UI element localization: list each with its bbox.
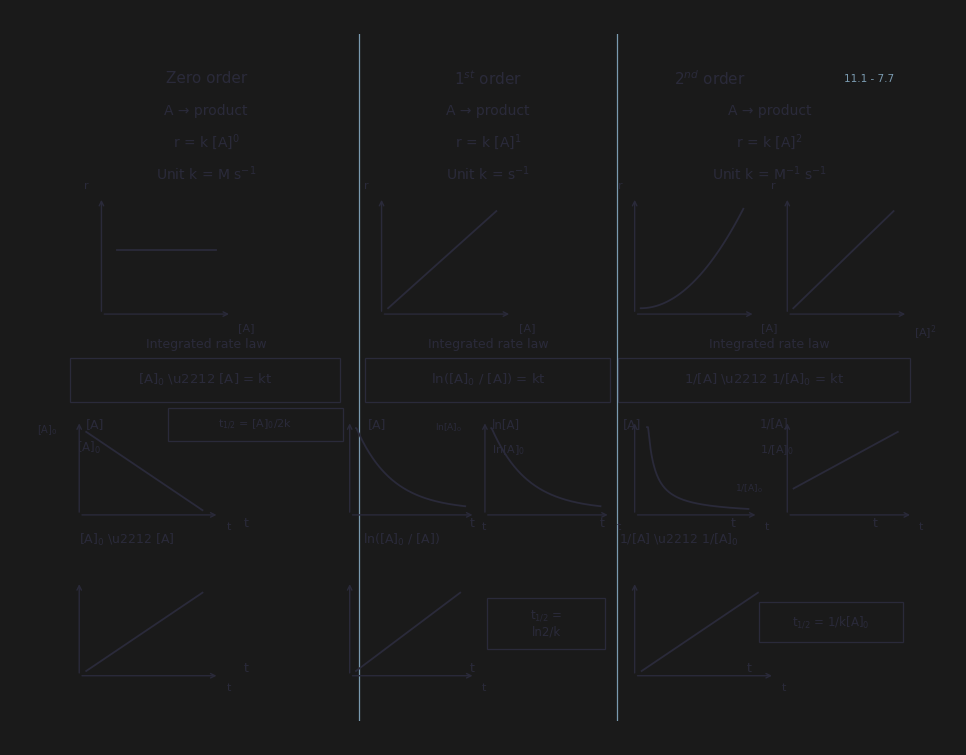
- Text: t: t: [730, 516, 735, 530]
- Text: t: t: [600, 516, 605, 530]
- Text: ln[A]$_0$: ln[A]$_0$: [436, 422, 463, 434]
- Text: [A]: [A]: [368, 418, 386, 430]
- Text: [A]$_0$: [A]$_0$: [77, 440, 101, 456]
- Text: ln[A]: ln[A]: [493, 418, 521, 430]
- Text: r: r: [364, 181, 369, 191]
- Text: t: t: [243, 516, 248, 530]
- Text: r = k [A]$^1$: r = k [A]$^1$: [455, 132, 521, 152]
- Text: Zero order: Zero order: [165, 71, 246, 86]
- Text: [A]: [A]: [761, 323, 778, 334]
- Text: r = k [A]$^0$: r = k [A]$^0$: [173, 132, 240, 152]
- Text: [A]$_0$ \u2212 [A] = kt: [A]$_0$ \u2212 [A] = kt: [138, 371, 272, 387]
- Text: [A]: [A]: [239, 323, 255, 334]
- Text: [A]$_0$: [A]$_0$: [37, 423, 57, 437]
- Text: 1/[A] \u2212 1/[A]$_0$: 1/[A] \u2212 1/[A]$_0$: [619, 532, 739, 548]
- Text: r = k [A]$^2$: r = k [A]$^2$: [736, 132, 803, 152]
- Text: r: r: [84, 181, 88, 191]
- Text: 1/[A] \u2212 1/[A]$_0$ = kt: 1/[A] \u2212 1/[A]$_0$ = kt: [684, 371, 844, 387]
- Text: r: r: [618, 181, 623, 191]
- Text: A → product: A → product: [446, 104, 529, 118]
- Text: t$_{1/2}$ = 1/k[A]$_0$: t$_{1/2}$ = 1/k[A]$_0$: [792, 615, 870, 630]
- Text: Integrated rate law: Integrated rate law: [709, 338, 830, 351]
- Text: Integrated rate law: Integrated rate law: [146, 338, 267, 351]
- Text: t: t: [746, 661, 752, 675]
- Text: [A]: [A]: [86, 418, 104, 430]
- Text: [A]$^2$: [A]$^2$: [914, 323, 937, 342]
- Text: t: t: [764, 522, 769, 532]
- Text: t: t: [469, 661, 474, 675]
- Text: t: t: [243, 661, 248, 675]
- Text: ln([A]$_0$ / [A]): ln([A]$_0$ / [A]): [362, 532, 440, 548]
- Text: r: r: [771, 181, 775, 191]
- Text: t: t: [481, 683, 486, 693]
- Text: Unit k = M s$^{-1}$: Unit k = M s$^{-1}$: [156, 164, 256, 183]
- Text: [A]: [A]: [519, 323, 535, 334]
- Text: 1/[A]: 1/[A]: [760, 418, 788, 430]
- Text: t$_{1/2}$ = [A]$_0$/2k: t$_{1/2}$ = [A]$_0$/2k: [218, 418, 293, 432]
- Text: t: t: [226, 522, 231, 532]
- Text: Unit k = M$^{-1}$ s$^{-1}$: Unit k = M$^{-1}$ s$^{-1}$: [712, 164, 827, 183]
- Text: t: t: [226, 683, 231, 693]
- Text: t: t: [781, 683, 786, 693]
- Text: ln([A]$_0$ / [A]) = kt: ln([A]$_0$ / [A]) = kt: [431, 371, 545, 387]
- Text: Unit k = s$^{-1}$: Unit k = s$^{-1}$: [446, 164, 529, 183]
- Text: t: t: [920, 522, 923, 532]
- Text: A → product: A → product: [727, 104, 811, 118]
- Text: 1/[A]$_0$: 1/[A]$_0$: [734, 482, 762, 495]
- Text: 1/[A]$_0$: 1/[A]$_0$: [760, 443, 793, 458]
- Text: t$_{1/2}$ =
ln2/k: t$_{1/2}$ = ln2/k: [530, 609, 562, 638]
- Text: 1$^{st}$ order: 1$^{st}$ order: [454, 69, 522, 88]
- Text: [A]: [A]: [623, 418, 641, 430]
- Text: t: t: [469, 516, 474, 530]
- Text: 11.1 - 7.7: 11.1 - 7.7: [844, 74, 895, 84]
- Text: ln[A]$_0$: ln[A]$_0$: [493, 443, 526, 458]
- Text: t: t: [617, 522, 621, 532]
- Text: 2$^{nd}$ order: 2$^{nd}$ order: [673, 69, 746, 88]
- Text: Integrated rate law: Integrated rate law: [428, 338, 548, 351]
- Text: t: t: [481, 522, 486, 532]
- Text: A → product: A → product: [164, 104, 248, 118]
- Text: [A]$_0$ \u2212 [A]: [A]$_0$ \u2212 [A]: [79, 532, 175, 548]
- Text: t: t: [872, 516, 877, 530]
